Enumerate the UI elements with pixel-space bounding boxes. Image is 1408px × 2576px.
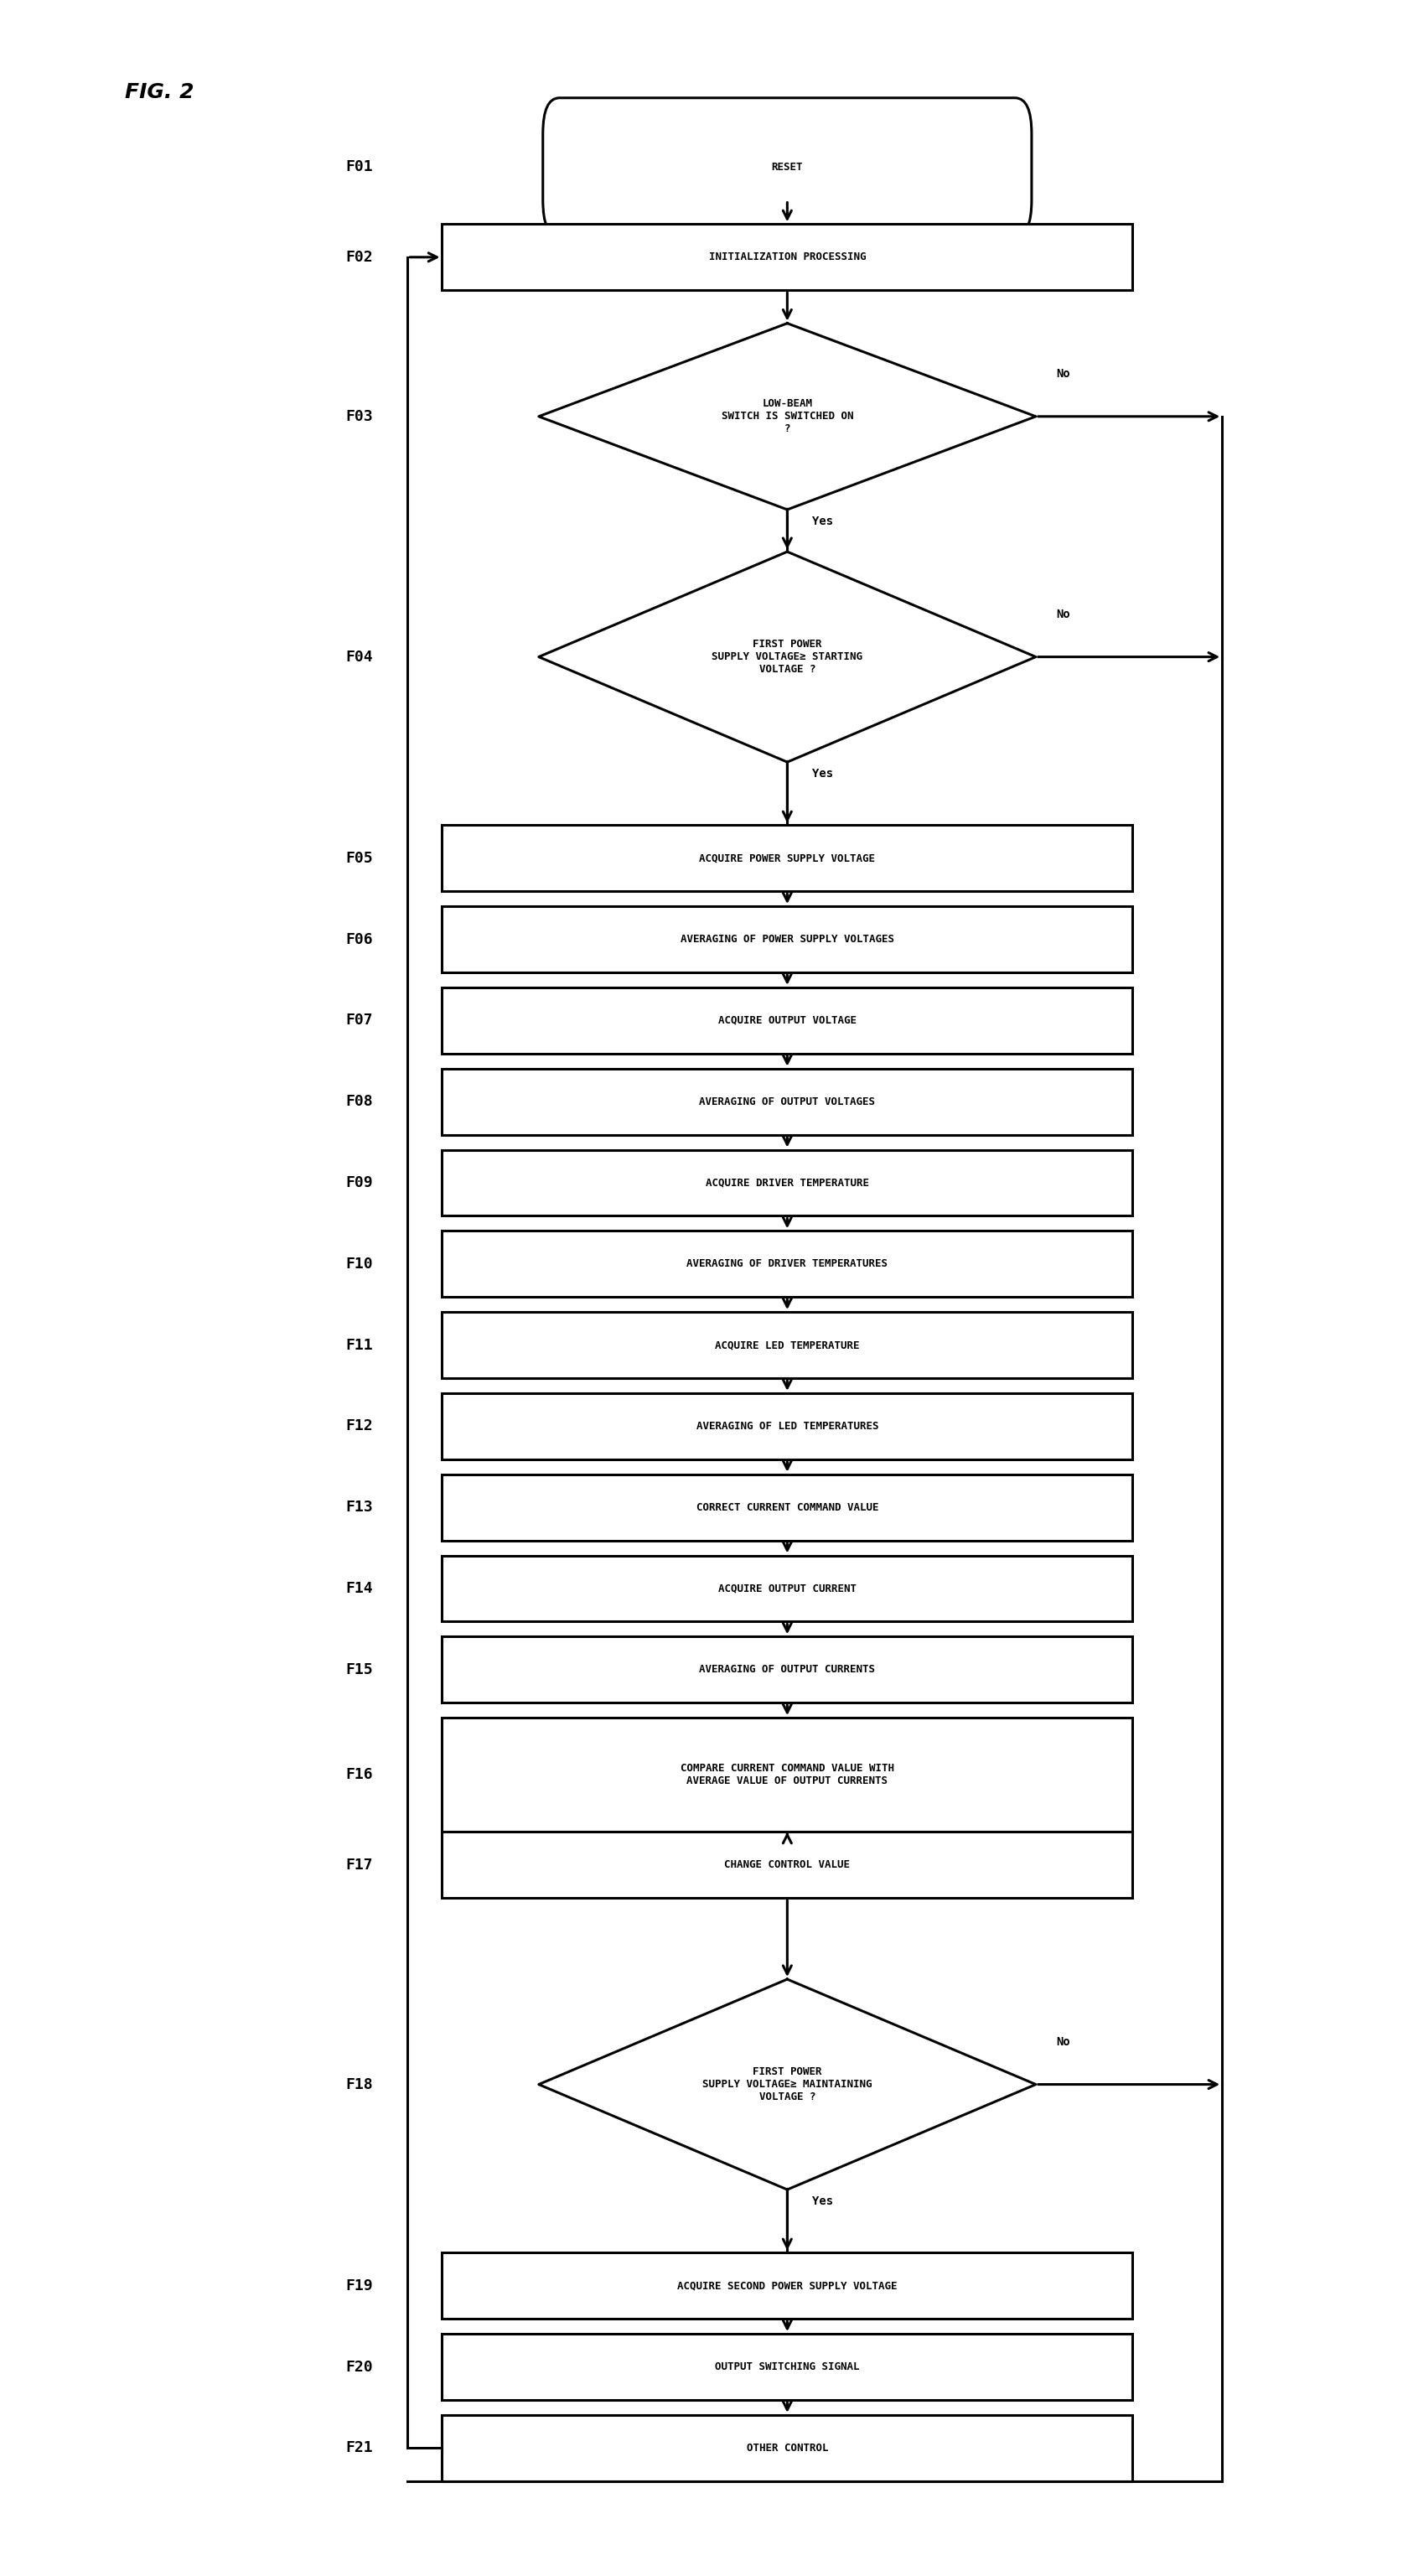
Bar [442,1473,1132,1540]
Bar [442,1832,1132,1899]
Polygon shape [538,1978,1035,2190]
Text: Yes: Yes [811,515,832,528]
Text: RESET: RESET [772,162,803,173]
Text: ACQUIRE OUTPUT VOLTAGE: ACQUIRE OUTPUT VOLTAGE [718,1015,856,1025]
Text: F21: F21 [345,2439,373,2455]
FancyBboxPatch shape [542,98,1031,237]
Text: AVERAGING OF OUTPUT VOLTAGES: AVERAGING OF OUTPUT VOLTAGES [698,1097,874,1108]
Text: F14: F14 [345,1582,373,1597]
Bar [442,2251,1132,2318]
Text: F08: F08 [345,1095,373,1110]
Bar [442,1556,1132,1623]
Text: F01: F01 [345,160,373,175]
Text: AVERAGING OF LED TEMPERATURES: AVERAGING OF LED TEMPERATURES [696,1422,877,1432]
Text: Yes: Yes [811,768,832,781]
Text: COMPARE CURRENT COMMAND VALUE WITH
AVERAGE VALUE OF OUTPUT CURRENTS: COMPARE CURRENT COMMAND VALUE WITH AVERA… [680,1762,894,1788]
Text: F16: F16 [345,1767,373,1783]
Text: F11: F11 [345,1337,373,1352]
Bar [442,987,1132,1054]
Text: F04: F04 [345,649,373,665]
Bar [442,2416,1132,2481]
Bar [442,907,1132,974]
Text: ACQUIRE LED TEMPERATURE: ACQUIRE LED TEMPERATURE [714,1340,859,1350]
Text: ACQUIRE POWER SUPPLY VOLTAGE: ACQUIRE POWER SUPPLY VOLTAGE [698,853,874,863]
Text: AVERAGING OF POWER SUPPLY VOLTAGES: AVERAGING OF POWER SUPPLY VOLTAGES [680,935,894,945]
Polygon shape [538,551,1035,762]
Text: FIRST POWER
SUPPLY VOLTAGE≥ MAINTAINING
VOLTAGE ?: FIRST POWER SUPPLY VOLTAGE≥ MAINTAINING … [703,2066,872,2102]
Text: ACQUIRE SECOND POWER SUPPLY VOLTAGE: ACQUIRE SECOND POWER SUPPLY VOLTAGE [677,2280,897,2290]
Text: F18: F18 [345,2076,373,2092]
Bar [442,1149,1132,1216]
Text: No: No [1056,368,1070,379]
Bar [442,1394,1132,1458]
Bar [442,224,1132,291]
Text: F15: F15 [345,1662,373,1677]
Bar [442,1069,1132,1133]
Bar [442,824,1132,891]
Text: F02: F02 [345,250,373,265]
Text: F12: F12 [345,1419,373,1435]
Text: CORRECT CURRENT COMMAND VALUE: CORRECT CURRENT COMMAND VALUE [696,1502,877,1512]
Polygon shape [538,325,1035,510]
Text: F17: F17 [345,1857,373,1873]
Bar [442,1311,1132,1378]
Text: OUTPUT SWITCHING SIGNAL: OUTPUT SWITCHING SIGNAL [714,2362,859,2372]
Text: AVERAGING OF DRIVER TEMPERATURES: AVERAGING OF DRIVER TEMPERATURES [686,1260,887,1270]
Text: ACQUIRE DRIVER TEMPERATURE: ACQUIRE DRIVER TEMPERATURE [705,1177,869,1188]
Text: F03: F03 [345,410,373,425]
Bar [442,1636,1132,1703]
Bar [442,1718,1132,1832]
Text: INITIALIZATION PROCESSING: INITIALIZATION PROCESSING [708,252,866,263]
Text: No: No [1056,608,1070,621]
Text: F19: F19 [345,2277,373,2293]
Text: AVERAGING OF OUTPUT CURRENTS: AVERAGING OF OUTPUT CURRENTS [698,1664,874,1674]
Text: No: No [1056,2035,1070,2048]
Text: F13: F13 [345,1499,373,1515]
Text: Yes: Yes [811,2195,832,2208]
Text: CHANGE CONTROL VALUE: CHANGE CONTROL VALUE [724,1860,849,1870]
Text: F07: F07 [345,1012,373,1028]
Text: FIG. 2: FIG. 2 [124,82,193,103]
Text: F20: F20 [345,2360,373,2375]
Bar [442,1231,1132,1298]
Text: F06: F06 [345,933,373,948]
Text: F10: F10 [345,1257,373,1273]
Text: ACQUIRE OUTPUT CURRENT: ACQUIRE OUTPUT CURRENT [718,1584,856,1595]
Text: LOW-BEAM
SWITCH IS SWITCHED ON
?: LOW-BEAM SWITCH IS SWITCHED ON ? [721,399,853,435]
Bar [442,2334,1132,2401]
Text: F09: F09 [345,1175,373,1190]
Text: F05: F05 [345,850,373,866]
Text: OTHER CONTROL: OTHER CONTROL [746,2442,828,2452]
Text: FIRST POWER
SUPPLY VOLTAGE≥ STARTING
VOLTAGE ?: FIRST POWER SUPPLY VOLTAGE≥ STARTING VOL… [711,639,862,675]
